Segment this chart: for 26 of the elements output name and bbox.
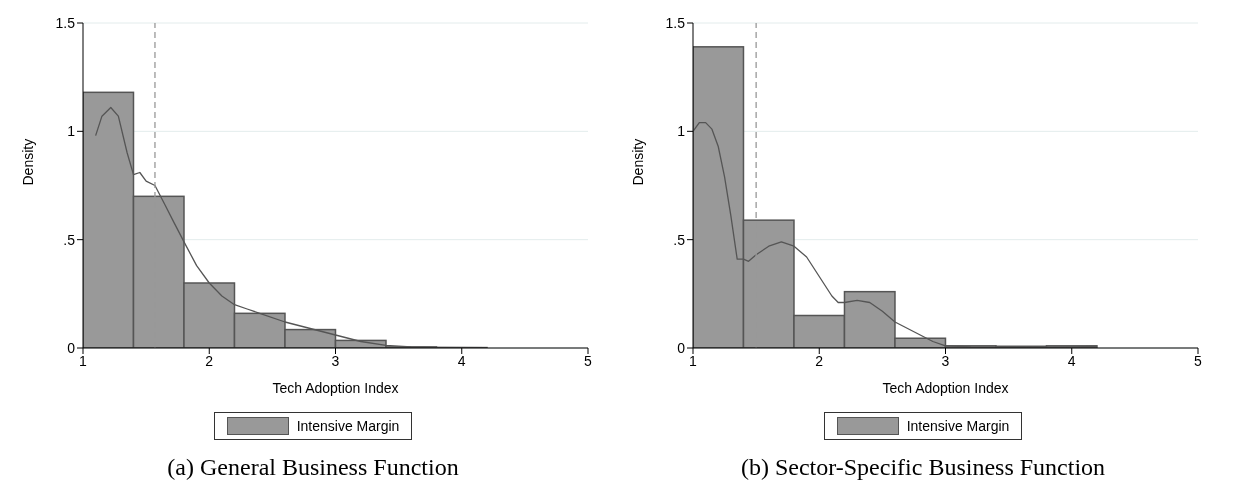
x-tick-label: 5 — [584, 352, 593, 369]
x-tick-label: 2 — [815, 352, 824, 369]
x-tick-label: 5 — [1194, 352, 1203, 369]
y-tick-label: 1 — [67, 123, 76, 140]
y-tick-label: 0 — [677, 339, 686, 356]
x-tick-label: 3 — [331, 352, 340, 369]
y-axis-title: Density — [19, 138, 36, 186]
legend-label: Intensive Margin — [906, 418, 1010, 434]
text: (b) Sector-Specific Business Function — [740, 454, 1106, 481]
x-tick-label: 2 — [205, 352, 214, 369]
x-axis-title: Tech Adoption Index — [882, 380, 1009, 396]
text: (a) General Business Function — [167, 454, 459, 481]
x-tick-label: 4 — [457, 352, 466, 369]
y-tick-label: 0 — [67, 339, 76, 356]
x-tick-label: 3 — [941, 352, 950, 369]
x-tick-label: 1 — [689, 352, 698, 369]
x-tick-label: 4 — [1067, 352, 1076, 369]
y-tick-label: .5 — [673, 231, 686, 248]
y-tick-label: 1.5 — [665, 14, 686, 31]
y-axis-title: Density — [629, 138, 646, 186]
y-tick-label: 1 — [677, 123, 686, 140]
y-tick-label: 1.5 — [55, 14, 76, 31]
y-tick-label: .5 — [63, 231, 76, 248]
x-tick-label: 1 — [79, 352, 88, 369]
x-axis-title: Tech Adoption Index — [272, 380, 399, 396]
legend-label: Intensive Margin — [296, 418, 400, 434]
